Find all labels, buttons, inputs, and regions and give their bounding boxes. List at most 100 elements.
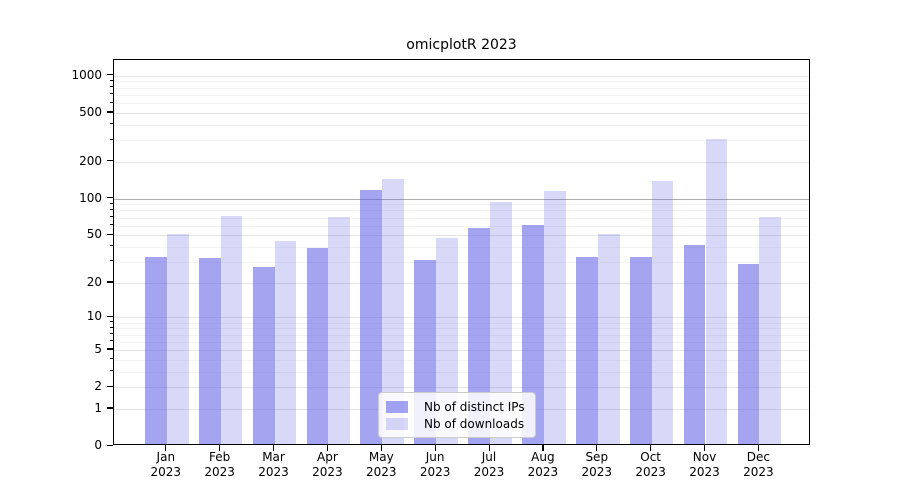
- y-minortick-30: [109, 260, 113, 262]
- bar-downloads-mar: [274, 241, 297, 444]
- y-minortick-600: [109, 101, 113, 103]
- bar-downloads-oct: [651, 180, 674, 444]
- x-tick-jan: [165, 445, 167, 451]
- x-tick-label-year: 2023: [258, 465, 289, 479]
- legend-label-distinct-ips: Nb of distinct IPs: [424, 399, 525, 414]
- x-tick-label-year: 2023: [635, 465, 666, 479]
- x-tick-apr: [326, 445, 329, 451]
- x-tick-label-year: 2023: [365, 465, 397, 479]
- y-tick-label-1: 1: [94, 400, 102, 415]
- x-tick-aug: [542, 445, 544, 451]
- y-minortick-900: [109, 79, 113, 81]
- x-tick-oct: [650, 445, 652, 451]
- x-tick-label-month: Mar: [262, 450, 285, 464]
- y-tick-5: [107, 348, 113, 350]
- bar-distinct-ips-nov: [683, 244, 706, 444]
- y-minortick-6: [109, 340, 113, 342]
- plot-area: Nb of distinct IPs Nb of downloads: [113, 59, 810, 445]
- bar-distinct-ips-sep: [575, 256, 598, 444]
- y-tick-20: [107, 281, 113, 283]
- y-tick-10: [107, 315, 113, 318]
- x-tick-label-jul: Jul 2023: [461, 450, 517, 480]
- y-tick-label-20: 20: [86, 274, 102, 289]
- y-minortick-80: [109, 208, 113, 210]
- y-tick-label-100: 100: [79, 190, 102, 205]
- y-tick-label-0: 0: [94, 438, 102, 452]
- y-tick-label-200: 200: [79, 153, 102, 168]
- gridline-minor-90: [114, 204, 809, 206]
- x-tick-dec: [757, 445, 760, 451]
- gridline-100: [114, 198, 809, 200]
- x-tick-label-year: 2023: [689, 465, 720, 479]
- gridline-minor-9: [114, 322, 809, 324]
- legend-row-distinct-ips: Nb of distinct IPs: [386, 398, 525, 415]
- gridline-500: [114, 112, 809, 114]
- gridline-2: [114, 387, 809, 389]
- x-tick-label-jan: Jan 2023: [138, 450, 194, 480]
- gridline-5: [114, 349, 809, 351]
- x-tick-label-apr: Apr 2023: [299, 450, 355, 480]
- gridline-minor-80: [114, 210, 809, 212]
- bar-distinct-ips-oct: [629, 256, 652, 444]
- x-tick-label-month: Oct: [640, 450, 661, 464]
- y-tick-label-1000: 1000: [71, 67, 102, 82]
- chart-title: omicplotR 2023: [406, 37, 517, 53]
- bar-downloads-jan: [166, 234, 189, 444]
- y-minortick-8: [109, 326, 113, 328]
- x-tick-label-year: 2023: [581, 465, 613, 479]
- gridline-minor-900: [114, 81, 809, 83]
- legend-swatch-distinct-ips: [386, 400, 408, 413]
- bar-downloads-sep: [597, 234, 620, 444]
- bar-distinct-ips-feb: [198, 258, 221, 444]
- x-tick-label-year: 2023: [150, 465, 182, 479]
- bar-distinct-ips-jan: [145, 256, 167, 444]
- x-tick-label-nov: Nov 2023: [677, 450, 733, 480]
- y-minortick-70: [109, 216, 113, 218]
- gridline-200: [114, 161, 809, 163]
- y-tick-1000: [107, 74, 113, 76]
- bar-downloads-apr: [328, 217, 351, 444]
- y-minortick-400: [109, 123, 113, 125]
- gridline-minor-300: [114, 140, 809, 142]
- legend-swatch-downloads: [386, 417, 408, 430]
- gridline-minor-70: [114, 217, 809, 219]
- y-tick-500: [107, 111, 113, 113]
- bar-downloads-aug: [543, 191, 566, 444]
- x-tick-label-jun: Jun 2023: [407, 450, 463, 480]
- y-tick-2: [107, 385, 113, 387]
- y-minortick-60: [109, 224, 113, 226]
- bar-distinct-ips-dec: [737, 263, 760, 444]
- y-tick-1: [107, 407, 113, 409]
- x-tick-nov: [704, 445, 706, 451]
- x-tick-label-year: 2023: [419, 465, 451, 479]
- bar-distinct-ips-aug: [522, 225, 544, 444]
- legend: Nb of distinct IPs Nb of downloads: [378, 392, 536, 438]
- x-tick-label-oct: Oct 2023: [623, 450, 679, 480]
- bar-downloads-may: [382, 178, 405, 444]
- x-tick-label-month: Jun: [425, 450, 445, 464]
- x-tick-label-month: Nov: [692, 450, 717, 464]
- x-tick-label-month: Jan: [156, 450, 176, 464]
- x-tick-label-dec: Dec 2023: [730, 450, 786, 480]
- gridline-minor-60: [114, 225, 809, 227]
- x-tick-label-month: Dec: [746, 450, 770, 464]
- y-tick-100: [107, 197, 113, 199]
- x-tick-label-sep: Sep 2023: [569, 450, 625, 480]
- y-tick-label-2: 2: [94, 379, 102, 394]
- gridline-1000: [114, 75, 809, 77]
- bar-distinct-ips-mar: [252, 267, 275, 444]
- gridline-minor-600: [114, 103, 809, 105]
- legend-row-downloads: Nb of downloads: [386, 415, 525, 432]
- gridline-minor-6: [114, 341, 809, 343]
- x-tick-label-year: 2023: [527, 465, 559, 479]
- gridline-minor-800: [114, 87, 809, 89]
- y-minortick-9: [109, 321, 113, 323]
- y-minortick-300: [109, 138, 113, 140]
- bar-downloads-dec: [759, 217, 782, 444]
- gridline-minor-7: [114, 334, 809, 336]
- y-minortick-90: [109, 202, 113, 204]
- legend-label-downloads: Nb of downloads: [424, 416, 525, 431]
- bar-distinct-ips-jul: [468, 228, 491, 444]
- x-tick-label-year: 2023: [204, 465, 235, 479]
